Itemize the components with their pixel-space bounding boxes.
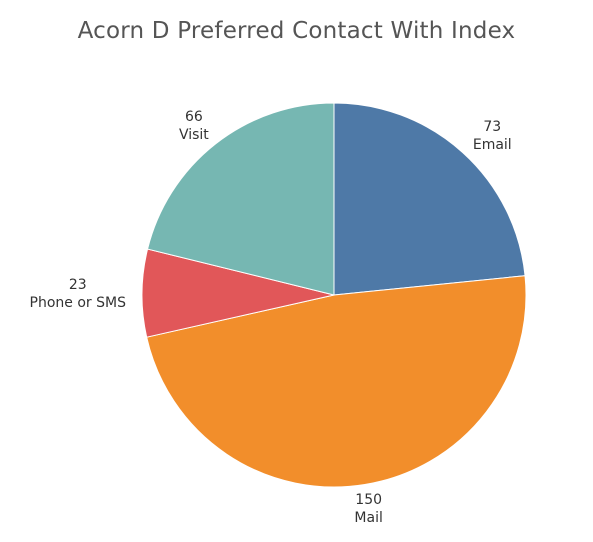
- chart-title: Acorn D Preferred Contact With Index: [77, 18, 516, 44]
- pie-value-label-visit: 66: [185, 109, 203, 125]
- pie-name-label-mail: Mail: [354, 510, 382, 526]
- pie-value-label-phone-or-sms: 23: [69, 277, 87, 293]
- pie-value-label-email: 73: [483, 119, 501, 135]
- pie-labels: 73 Email 150 Mail 23 Phone or SMS 66 Visit: [30, 109, 512, 526]
- pie-label-visit: 66 Visit: [179, 109, 209, 143]
- pie-name-label-phone-or-sms: Phone or SMS: [30, 295, 127, 311]
- pie-name-label-visit: Visit: [179, 127, 209, 143]
- pie-label-email: 73 Email: [473, 119, 512, 153]
- pie-label-mail: 150 Mail: [354, 492, 382, 526]
- pie-slice-email[interactable]: [333, 102, 526, 296]
- pie-slice-mail[interactable]: [146, 275, 527, 488]
- pie-slices: [141, 102, 527, 488]
- pie-name-label-email: Email: [473, 137, 512, 153]
- pie-slice-visit[interactable]: [146, 102, 335, 296]
- pie-value-label-mail: 150: [355, 492, 382, 508]
- pie-label-phone-or-sms: 23 Phone or SMS: [30, 277, 127, 311]
